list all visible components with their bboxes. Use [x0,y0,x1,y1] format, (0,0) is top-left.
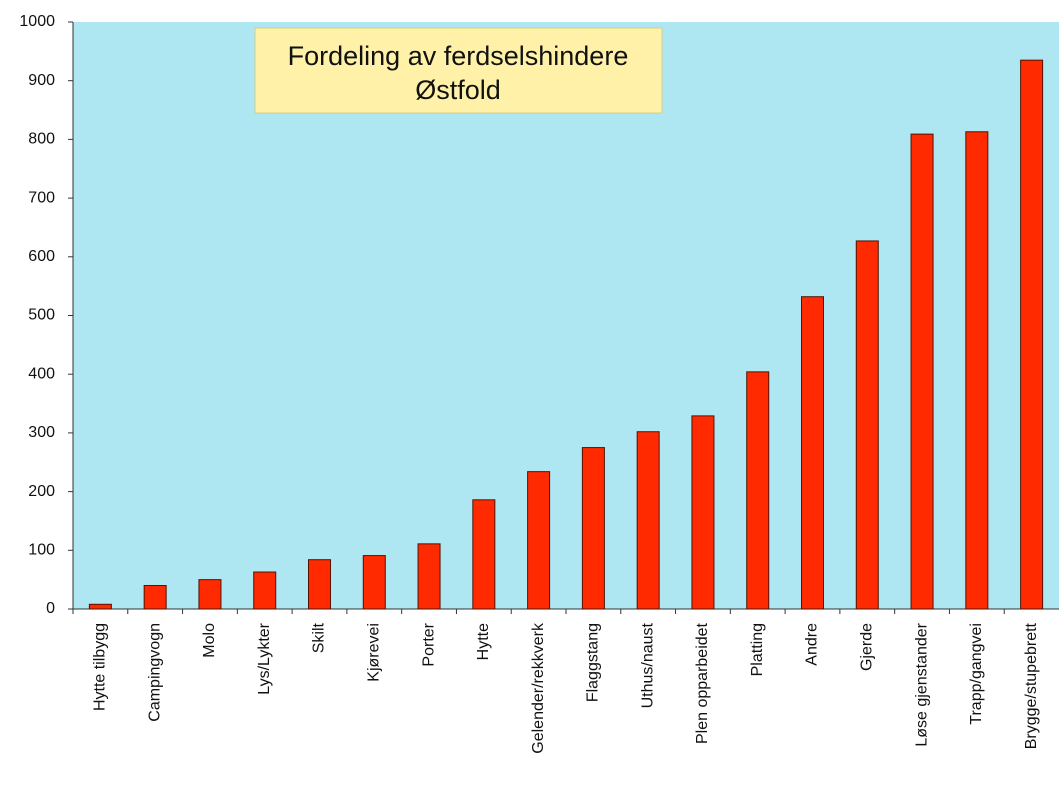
bar [417,543,441,610]
x-tick-label: Porter [420,622,437,666]
y-tick-label: 600 [28,248,55,265]
y-tick-label: 1000 [19,13,55,30]
bar [801,296,824,610]
y-tick-label: 700 [28,189,55,206]
y-tick-label: 200 [28,483,55,500]
x-tick-label: Platting [749,623,766,676]
bar [746,371,770,610]
x-tick-label: Molo [201,623,218,658]
plot-area [73,22,1059,609]
bar [253,571,277,610]
x-tick-label: Skilt [311,622,328,653]
x-tick-label: Trapp/gangvei [968,623,985,725]
bar [965,131,989,610]
y-tick-label: 100 [28,542,55,559]
title-box [254,27,663,114]
x-tick-label: Hytte tilbygg [92,623,109,711]
bar [472,499,496,610]
x-tick-label: Brygge/stupebrett [1023,622,1040,749]
bar [581,447,605,610]
y-tick-label: 300 [28,424,55,441]
x-tick-label: Plen opparbeidet [694,622,711,744]
bar [308,559,331,610]
bar [362,555,386,610]
y-tick-label: 500 [28,307,55,324]
x-tick-label: Flaggstang [585,623,602,702]
bar [691,415,715,610]
bar [198,579,222,610]
chart-title: Fordeling av ferdselshindere [288,41,629,71]
bar [855,240,879,610]
x-tick-label: Gjerde [858,623,875,671]
bar [636,431,660,610]
x-tick-label: Løse gjenstander [913,622,930,746]
bar [527,471,551,610]
x-tick-label: Lys/Lykter [256,622,273,694]
y-tick-label: 900 [28,72,55,89]
bar [910,133,934,610]
chart-title: Østfold [415,75,501,105]
y-tick-label: 400 [28,365,55,382]
y-tick-label: 0 [46,600,55,617]
x-tick-label: Campingvogn [146,623,163,722]
bar [88,603,112,610]
x-tick-label: Hytte [475,623,492,660]
bar [143,585,167,610]
x-tick-label: Andre [804,623,821,666]
x-tick-label: Kjørevei [365,623,382,682]
x-tick-label: Gelender/rekkverk [530,622,547,754]
bar [1020,59,1044,610]
x-tick-label: Uthus/naust [639,622,656,708]
y-tick-label: 800 [28,131,55,148]
